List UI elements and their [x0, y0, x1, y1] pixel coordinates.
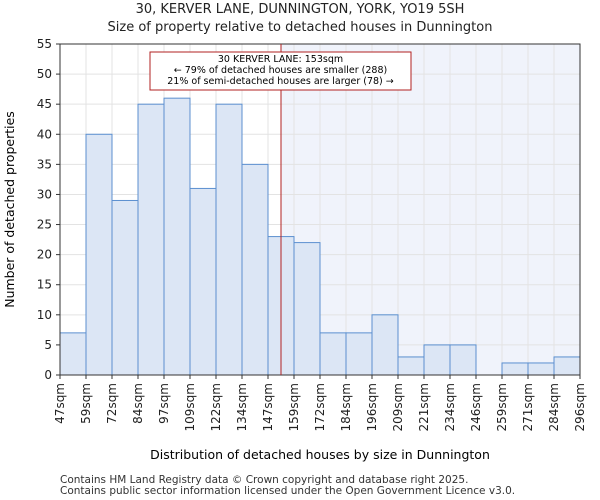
bar	[293, 242, 321, 376]
bar	[189, 187, 217, 376]
y-tick-label: 20	[37, 248, 52, 262]
bar	[241, 163, 269, 376]
y-tick-label: 10	[37, 308, 52, 322]
chart-subtitle: Size of property relative to detached ho…	[107, 20, 493, 35]
x-tick-label: 196sqm	[365, 383, 379, 431]
x-tick-label: 97sqm	[157, 383, 171, 424]
bar	[215, 103, 243, 376]
y-tick-label: 35	[37, 157, 52, 171]
x-axis-label: Distribution of detached houses by size …	[150, 447, 490, 462]
bar	[397, 356, 425, 376]
x-tick-label: 159sqm	[287, 383, 301, 431]
x-tick-label: 209sqm	[391, 383, 405, 431]
x-tick-label: 172sqm	[313, 383, 327, 431]
x-tick-label: 59sqm	[79, 383, 93, 424]
y-axis-label: Number of detached properties	[2, 111, 17, 308]
bar	[345, 332, 373, 376]
x-tick-label: 259sqm	[495, 383, 509, 431]
x-tick-label: 221sqm	[417, 383, 431, 431]
y-tick-label: 0	[44, 368, 52, 382]
x-tick-label: 296sqm	[573, 383, 587, 431]
bar	[111, 199, 139, 376]
annotation-line-2: ← 79% of detached houses are smaller (28…	[174, 65, 387, 76]
x-tick-label: 134sqm	[235, 383, 249, 431]
footer-line-2: Contains public sector information licen…	[60, 485, 516, 497]
x-tick-label: 246sqm	[469, 383, 483, 431]
highlight-region	[281, 44, 580, 375]
x-tick-label: 147sqm	[261, 383, 275, 431]
annotation-line-3: 21% of semi-detached houses are larger (…	[167, 76, 394, 87]
bar	[85, 133, 113, 376]
bar	[423, 344, 451, 376]
x-tick-label: 122sqm	[209, 383, 223, 431]
x-tick-label: 109sqm	[183, 383, 197, 431]
bar	[59, 332, 87, 376]
y-tick-label: 45	[37, 97, 52, 111]
x-tick-label: 271sqm	[521, 383, 535, 431]
annotation-box	[149, 51, 412, 91]
y-tick-label: 30	[37, 187, 52, 201]
y-tick-label: 15	[37, 278, 52, 292]
annotation-line-1: 30 KERVER LANE: 153sqm	[218, 54, 343, 65]
x-tick-label: 234sqm	[443, 383, 457, 431]
bar	[137, 103, 165, 376]
x-tick-label: 47sqm	[53, 383, 67, 424]
bar	[163, 97, 191, 376]
bar	[527, 362, 555, 376]
x-tick-label: 284sqm	[547, 383, 561, 431]
y-tick-label: 55	[37, 37, 52, 51]
y-tick-label: 5	[44, 338, 52, 352]
x-tick-label: 72sqm	[105, 383, 119, 424]
bar	[501, 362, 529, 376]
footer-line-1: Contains HM Land Registry data © Crown c…	[60, 474, 469, 486]
y-tick-label: 25	[37, 218, 52, 232]
bar	[553, 356, 581, 376]
bar	[371, 314, 399, 376]
y-tick-label: 40	[37, 127, 52, 141]
bar	[449, 344, 477, 376]
chart-title: 30, KERVER LANE, DUNNINGTON, YORK, YO19 …	[135, 2, 465, 17]
y-tick-label: 50	[37, 67, 52, 81]
x-tick-label: 184sqm	[339, 383, 353, 431]
bar	[319, 332, 347, 376]
bar-chart: 0 5 10 15 20 25 30 35 40 45 50 55 47sqm 59sqm 72sqm 84…	[2, 37, 587, 462]
x-tick-label: 84sqm	[131, 383, 145, 424]
